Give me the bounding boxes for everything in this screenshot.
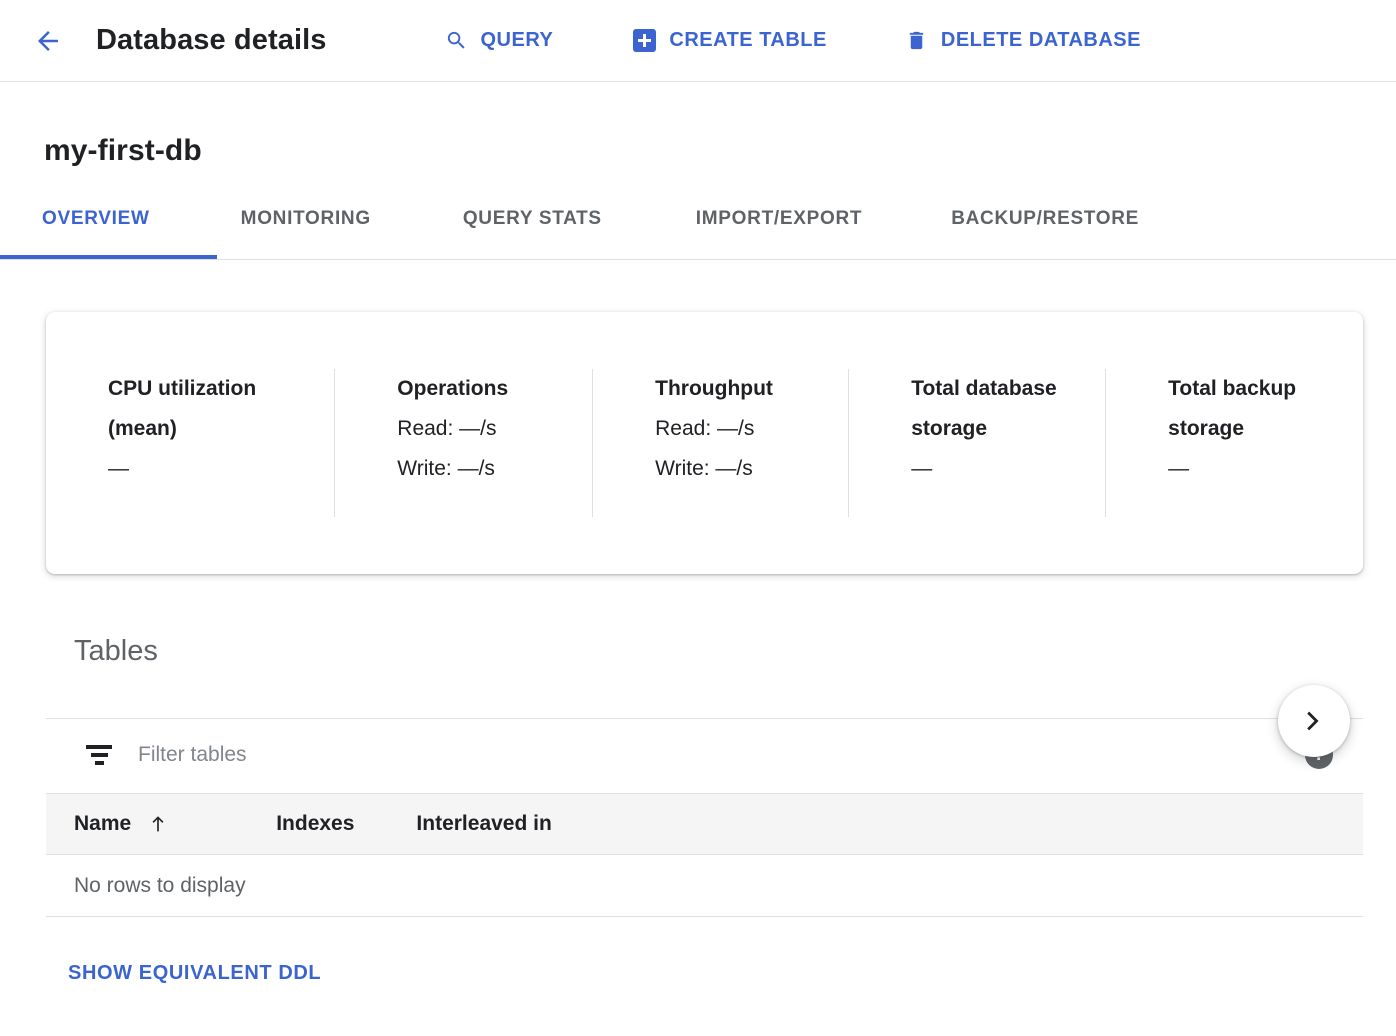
metric-total-backup-storage: Total backup storage — bbox=[1105, 369, 1363, 517]
metric-write-value: Write: —/s bbox=[397, 457, 495, 480]
column-header-name-label: Name bbox=[74, 812, 132, 835]
metric-throughput: Throughput Read: —/s Write: —/s bbox=[592, 369, 848, 517]
column-header-interleaved-in[interactable]: Interleaved in bbox=[416, 812, 551, 836]
database-name-heading: my-first-db bbox=[44, 134, 202, 167]
plus-box-icon bbox=[633, 29, 657, 52]
tables-empty-row: No rows to display bbox=[46, 855, 1363, 917]
delete-database-button-label: DELETE DATABASE bbox=[940, 29, 1141, 51]
tables-divider bbox=[46, 718, 1363, 719]
metric-label: Throughput bbox=[655, 377, 773, 400]
tables-grid-header: Name Indexes Interleaved in bbox=[46, 793, 1363, 855]
metric-label: Operations bbox=[397, 377, 509, 400]
metric-write-value: Write: —/s bbox=[655, 457, 753, 480]
metric-cpu-utilization: CPU utilization (mean) — bbox=[46, 369, 334, 517]
metric-total-database-storage: Total database storage — bbox=[848, 369, 1105, 517]
filter-tables-input[interactable] bbox=[136, 742, 1040, 768]
top-bar-actions: QUERY CREATE TABLE DELETE DATABASE bbox=[445, 21, 1141, 60]
create-table-button-label: CREATE TABLE bbox=[669, 29, 827, 51]
tab-bar: OVERVIEW MONITORING QUERY STATS IMPORT/E… bbox=[0, 202, 1396, 260]
arrow-up-icon bbox=[152, 816, 164, 832]
tab-backup-restore[interactable]: BACKUP/RESTORE bbox=[951, 208, 1140, 229]
metric-value: — bbox=[1168, 457, 1190, 480]
metrics-card: CPU utilization (mean) — Operations Read… bbox=[46, 312, 1363, 574]
page-title: Database details bbox=[96, 24, 327, 56]
metric-operations: Operations Read: —/s Write: —/s bbox=[334, 369, 592, 517]
filter-list-icon[interactable] bbox=[84, 744, 114, 766]
tab-overview[interactable]: OVERVIEW bbox=[42, 208, 150, 229]
trash-icon bbox=[909, 31, 924, 50]
column-header-interleaved-label: Interleaved in bbox=[416, 812, 552, 835]
column-header-name[interactable]: Name bbox=[74, 812, 169, 836]
show-equivalent-ddl-link[interactable]: SHOW EQUIVALENT DDL bbox=[68, 962, 322, 984]
active-tab-indicator bbox=[0, 255, 217, 259]
metric-label: CPU utilization (mean) bbox=[108, 377, 257, 440]
delete-database-button[interactable]: DELETE DATABASE bbox=[905, 21, 1141, 60]
metrics-list: CPU utilization (mean) — Operations Read… bbox=[46, 312, 1363, 574]
chevron-right-icon bbox=[1307, 711, 1319, 731]
empty-message: No rows to display bbox=[74, 873, 246, 897]
query-button[interactable]: QUERY bbox=[445, 21, 554, 60]
tables-heading: Tables bbox=[74, 635, 158, 667]
column-header-indexes[interactable]: Indexes bbox=[276, 812, 354, 836]
tab-query-stats[interactable]: QUERY STATS bbox=[462, 208, 602, 229]
tab-monitoring[interactable]: MONITORING bbox=[240, 208, 371, 229]
create-table-button[interactable]: CREATE TABLE bbox=[633, 21, 826, 60]
metric-label: Total database storage bbox=[911, 377, 1057, 440]
tab-import-export[interactable]: IMPORT/EXPORT bbox=[695, 208, 863, 229]
metric-value: — bbox=[911, 457, 933, 480]
filter-row: ? bbox=[46, 719, 1363, 791]
metrics-next-button[interactable] bbox=[1278, 685, 1350, 757]
metric-read-value: Read: —/s bbox=[655, 417, 755, 440]
query-button-label: QUERY bbox=[480, 29, 554, 51]
back-button[interactable] bbox=[24, 17, 72, 65]
metric-value: — bbox=[108, 457, 129, 480]
metric-read-value: Read: —/s bbox=[397, 417, 497, 440]
arrow-left-icon bbox=[38, 30, 58, 51]
search-icon bbox=[447, 31, 465, 49]
metric-label: Total backup storage bbox=[1168, 377, 1297, 440]
top-app-bar: Database details QUERY CREATE TABLE DELE… bbox=[0, 0, 1396, 82]
column-header-indexes-label: Indexes bbox=[276, 812, 355, 835]
